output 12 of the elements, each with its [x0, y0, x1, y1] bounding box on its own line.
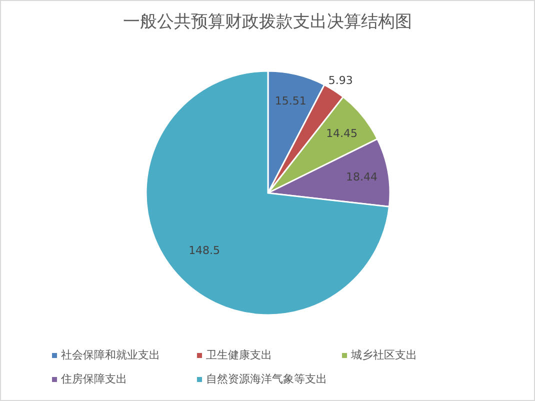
legend-label: 自然资源海洋气象等支出	[206, 372, 327, 386]
data-label: 14.45	[326, 126, 358, 140]
data-label: 5.93	[328, 74, 353, 88]
chart-title: 一般公共预算财政拨款支出决算结构图	[123, 12, 412, 32]
legend-label: 社会保障和就业支出	[61, 348, 160, 362]
data-label: 15.51	[274, 94, 306, 108]
legend-label: 住房保障支出	[61, 372, 127, 386]
legend-label: 卫生健康支出	[206, 348, 272, 362]
data-label: 18.44	[346, 170, 378, 184]
data-label: 148.5	[188, 244, 220, 257]
pie-slice	[145, 70, 390, 316]
legend-label: 城乡社区支出	[350, 348, 417, 362]
